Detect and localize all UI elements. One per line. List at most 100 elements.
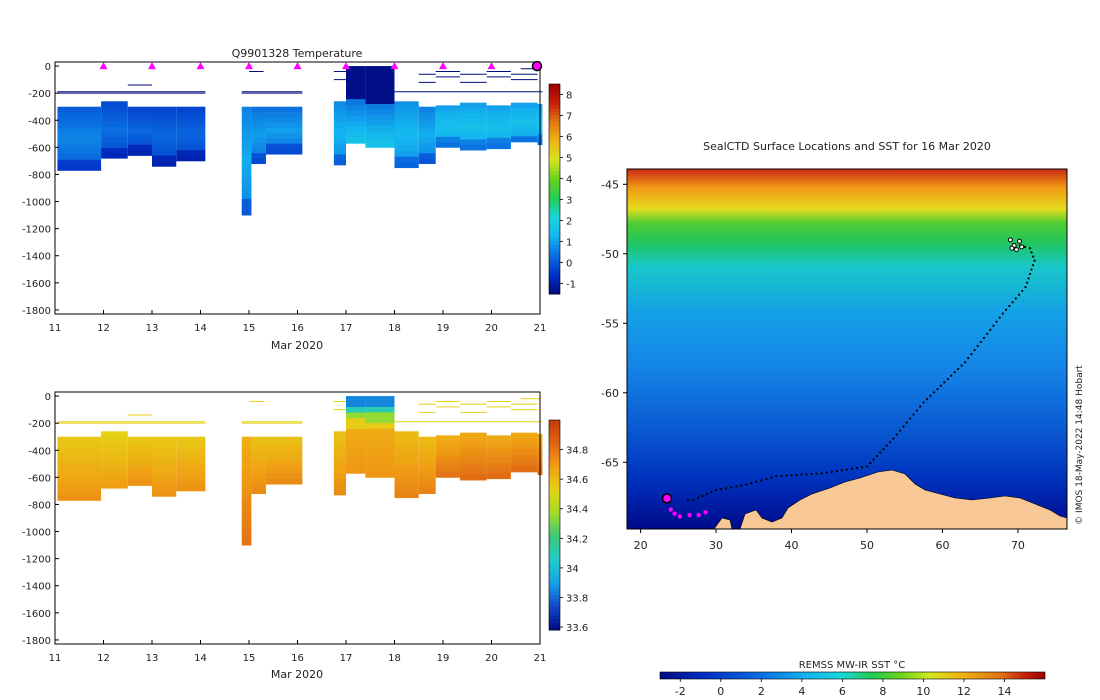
- colorbar-strip: [549, 157, 560, 162]
- profile-band: [459, 139, 487, 146]
- profile-band: [57, 447, 102, 454]
- colorbar-strip: [549, 206, 560, 211]
- x-tick-label: 11: [49, 323, 62, 334]
- x-tick-label: 12: [97, 323, 110, 334]
- x-tick-label: 21: [534, 323, 547, 334]
- colorbar-tick-label: 8: [566, 91, 572, 102]
- colorbar-tick-label: 3: [566, 196, 572, 207]
- longitude-tick-label: 70: [1011, 539, 1025, 552]
- profile-band: [101, 451, 128, 458]
- track-point: [995, 320, 998, 323]
- profile-column: [265, 436, 303, 485]
- temperature-x-label: Mar 2020: [271, 339, 323, 352]
- colorbar-strip: [549, 196, 560, 200]
- colorbar-strip: [549, 595, 560, 599]
- profile-band: [459, 469, 487, 476]
- profile-band: [127, 469, 152, 476]
- temperature-surface-segments: [57, 68, 543, 94]
- profile-band: [101, 106, 128, 113]
- colorbar-strip: [549, 283, 560, 288]
- colorbar-strip: [549, 241, 560, 246]
- colorbar-strip: [549, 84, 560, 88]
- profile-band: [394, 112, 419, 119]
- colorbar-strip: [549, 623, 560, 627]
- track-point: [740, 484, 743, 487]
- colorbar-strip: [549, 276, 560, 281]
- recent-position: [668, 507, 673, 512]
- colorbar-strip: [549, 570, 560, 575]
- colorbar-strip: [549, 567, 560, 571]
- track-point: [946, 377, 949, 381]
- profile-band: [459, 107, 487, 114]
- colorbar-tick-label: 34.6: [566, 475, 588, 486]
- track-point: [820, 472, 823, 475]
- profile-column: [152, 106, 177, 167]
- recent-position: [687, 512, 692, 518]
- profile-column: [101, 431, 128, 489]
- colorbar-strip: [549, 511, 560, 515]
- track-point: [982, 336, 986, 339]
- profile-band: [394, 145, 419, 152]
- sst-map-longitude-axis: 20 30 40 50 60 70: [634, 529, 1025, 552]
- colorbar-tick-label: 7: [566, 112, 572, 123]
- profile-band: [365, 466, 395, 473]
- profile-band: [251, 158, 266, 165]
- surface-marker: [245, 62, 253, 70]
- imos-credit: © IMOS 18-May-2022 14:48 Hobart: [1075, 365, 1085, 525]
- track-point: [855, 466, 859, 470]
- profile-band: [152, 463, 177, 470]
- profile-column: [101, 101, 128, 159]
- colorbar-strip: [549, 220, 560, 225]
- profile-band: [241, 106, 252, 113]
- colorbar-strip: [549, 546, 560, 550]
- profile-band: [127, 117, 152, 124]
- x-tick-label: 12: [97, 653, 110, 664]
- profile-column: [176, 436, 206, 492]
- profile-band: [333, 122, 346, 129]
- x-tick-label: 15: [243, 653, 256, 664]
- colorbar-strip: [549, 581, 560, 585]
- recent-positions: [661, 493, 708, 519]
- profile-band: [251, 478, 266, 484]
- track-point: [845, 468, 848, 471]
- profile-band: [251, 467, 266, 474]
- track-point: [835, 469, 838, 473]
- profile-column: [57, 106, 102, 171]
- profile-band: [510, 466, 538, 473]
- colorbar-strip: [549, 574, 560, 578]
- profile-band: [241, 442, 252, 448]
- y-tick-label: 0: [45, 62, 51, 73]
- colorbar-strip: [549, 542, 560, 547]
- profile-band: [101, 457, 128, 463]
- profile-band: [365, 417, 395, 424]
- track-cluster-point: [1007, 237, 1013, 243]
- profile-band: [241, 122, 252, 129]
- profile-band: [418, 127, 436, 133]
- profile-band: [101, 472, 128, 479]
- profile-band: [394, 162, 419, 169]
- profile-band: [435, 142, 460, 148]
- profile-band: [176, 452, 206, 459]
- profile-band: [394, 134, 419, 141]
- colorbar-tick-label: 0: [566, 259, 572, 270]
- colorbar-strip: [549, 147, 560, 151]
- profile-band: [101, 441, 128, 448]
- profile-band: [418, 117, 436, 123]
- colorbar-strip: [549, 224, 560, 228]
- profile-band: [333, 143, 346, 150]
- track-point: [905, 421, 908, 424]
- profile-band: [394, 486, 419, 493]
- y-tick-label: -600: [28, 473, 51, 484]
- colorbar-strip: [549, 525, 560, 529]
- profile-band: [176, 463, 206, 470]
- x-tick-label: 16: [291, 323, 304, 334]
- profile-band: [486, 440, 511, 447]
- x-tick-label: 17: [340, 323, 353, 334]
- temperature-section-chart: Q9901328 Temperature 0 -200 -400 -600 -800 -1…: [22, 47, 576, 352]
- track-point: [936, 387, 939, 391]
- profile-band: [418, 158, 436, 165]
- profile-band: [346, 429, 366, 436]
- colorbar-strip: [549, 112, 560, 116]
- colorbar-strip: [549, 122, 560, 127]
- profile-band: [152, 139, 177, 146]
